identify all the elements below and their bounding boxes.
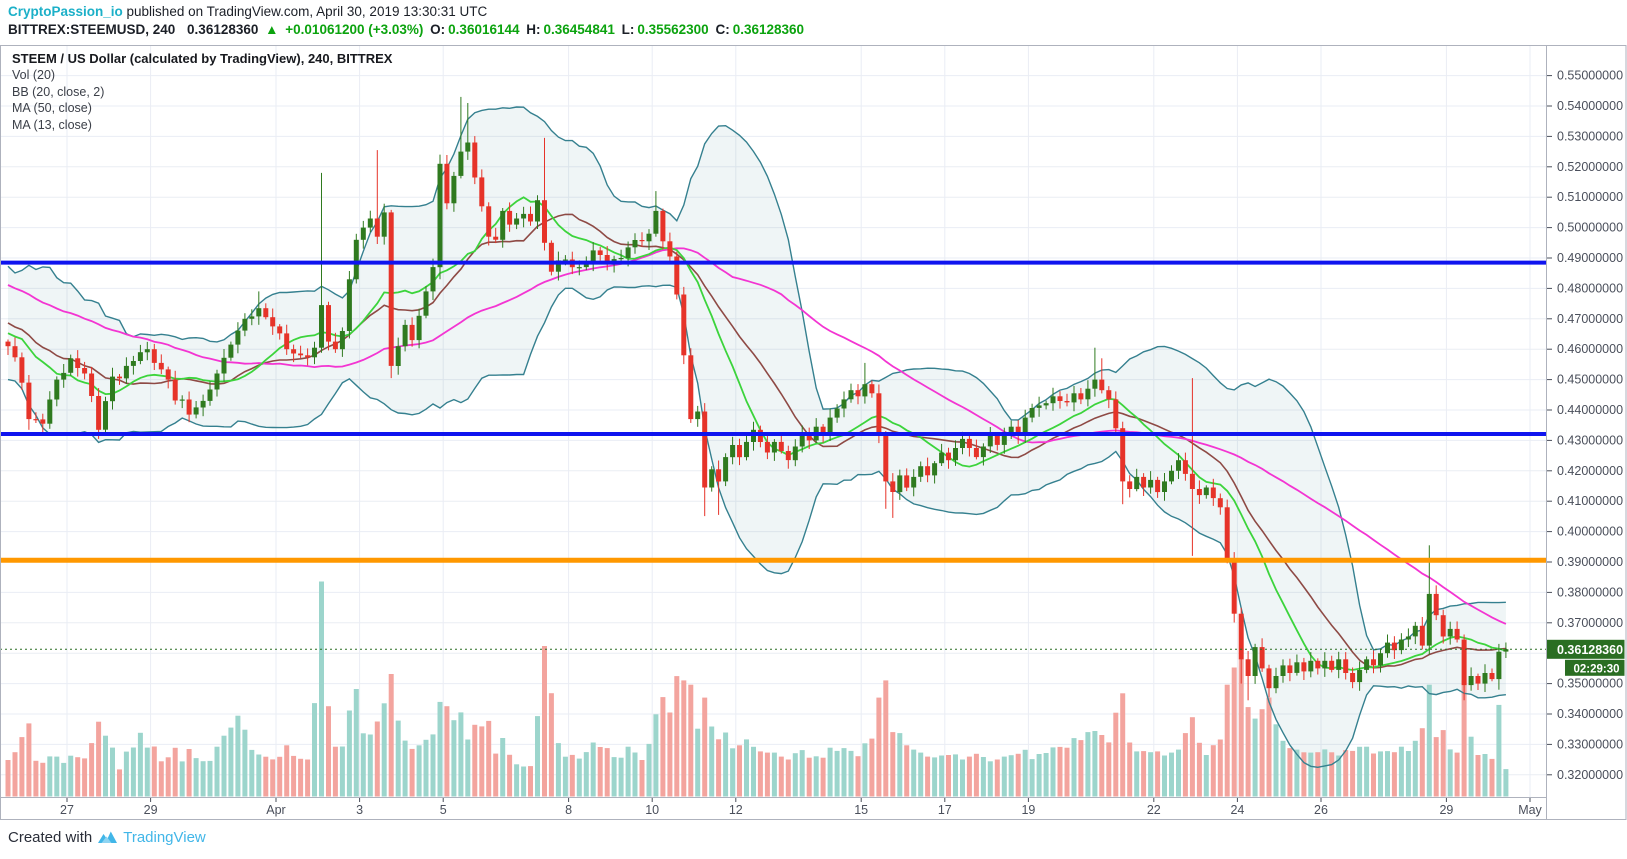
svg-text:22: 22 bbox=[1147, 803, 1161, 817]
svg-text:0.43000000: 0.43000000 bbox=[1557, 433, 1623, 447]
close-label: C: bbox=[715, 22, 730, 37]
publish-header: CryptoPassion_io published on TradingVie… bbox=[8, 3, 487, 21]
svg-text:0.46000000: 0.46000000 bbox=[1557, 342, 1623, 356]
svg-text:May: May bbox=[1518, 803, 1542, 817]
bb-upper-line bbox=[7, 106, 1506, 651]
svg-text:26: 26 bbox=[1314, 803, 1328, 817]
svg-text:15: 15 bbox=[854, 803, 868, 817]
tradingview-brand-link[interactable]: TradingView bbox=[123, 829, 206, 846]
svg-text:0.42000000: 0.42000000 bbox=[1557, 464, 1623, 478]
svg-text:0.51000000: 0.51000000 bbox=[1557, 190, 1623, 204]
open-value: 0.36016144 bbox=[448, 22, 520, 37]
price-change: +0.01061200 (+3.03%) bbox=[285, 22, 424, 37]
svg-text:0.37000000: 0.37000000 bbox=[1557, 616, 1623, 630]
axis-panels bbox=[0, 45, 1627, 820]
symbol-label: BITTREX:STEEMUSD, 240 bbox=[8, 22, 176, 37]
svg-text:17: 17 bbox=[938, 803, 952, 817]
svg-text:0.45000000: 0.45000000 bbox=[1557, 373, 1623, 387]
svg-text:0.54000000: 0.54000000 bbox=[1557, 99, 1623, 113]
open-label: O: bbox=[430, 22, 446, 37]
svg-text:24: 24 bbox=[1230, 803, 1244, 817]
time-axis[interactable]: 27 29 Apr 3 5 8 10 12 15 17 19 22 24 26 29 May bbox=[60, 798, 1543, 817]
ma50-line bbox=[7, 247, 1507, 625]
countdown-badge: 02:29:30 bbox=[1565, 659, 1625, 676]
svg-text:10: 10 bbox=[645, 803, 659, 817]
candles-layer bbox=[5, 96, 1509, 701]
current-price-badge: 0.36128360 bbox=[1547, 639, 1625, 659]
bollinger-band bbox=[8, 107, 1506, 768]
svg-text:0.36128360: 0.36128360 bbox=[1557, 643, 1623, 657]
svg-text:0.41000000: 0.41000000 bbox=[1557, 494, 1623, 508]
close-value: 0.36128360 bbox=[732, 22, 805, 37]
footer: Created with TradingView bbox=[8, 829, 206, 846]
quote-line: BITTREX:STEEMUSD, 240 0.36128360 ▲ +0.01… bbox=[8, 21, 807, 39]
low-label: L: bbox=[621, 22, 635, 37]
svg-text:0.34000000: 0.34000000 bbox=[1557, 707, 1623, 721]
volume-layer bbox=[5, 581, 1509, 797]
ma13-line bbox=[7, 196, 1507, 671]
svg-text:0.53000000: 0.53000000 bbox=[1557, 129, 1623, 143]
svg-text:0.39000000: 0.39000000 bbox=[1557, 555, 1623, 569]
svg-text:0.49000000: 0.49000000 bbox=[1557, 251, 1623, 265]
author-link[interactable]: CryptoPassion_io bbox=[8, 4, 123, 19]
svg-text:3: 3 bbox=[356, 803, 363, 817]
svg-text:0.44000000: 0.44000000 bbox=[1557, 403, 1623, 417]
svg-text:0.33000000: 0.33000000 bbox=[1557, 737, 1623, 751]
svg-text:0.32000000: 0.32000000 bbox=[1557, 768, 1623, 782]
low-value: 0.35562300 bbox=[637, 22, 709, 37]
svg-text:0.48000000: 0.48000000 bbox=[1557, 281, 1623, 295]
svg-text:0.50000000: 0.50000000 bbox=[1557, 221, 1623, 235]
high-value: 0.36454841 bbox=[543, 22, 615, 37]
svg-text:02:29:30: 02:29:30 bbox=[1573, 663, 1619, 675]
svg-text:0.47000000: 0.47000000 bbox=[1557, 312, 1623, 326]
svg-text:0.52000000: 0.52000000 bbox=[1557, 160, 1623, 174]
svg-text:19: 19 bbox=[1021, 803, 1035, 817]
svg-text:29: 29 bbox=[1439, 803, 1453, 817]
svg-text:Apr: Apr bbox=[266, 803, 285, 817]
chart-frame bbox=[0, 45, 1627, 820]
svg-text:0.40000000: 0.40000000 bbox=[1557, 525, 1623, 539]
svg-text:12: 12 bbox=[729, 803, 743, 817]
svg-text:8: 8 bbox=[565, 803, 572, 817]
publish-info: published on TradingView.com, April 30, … bbox=[122, 4, 488, 19]
last-price: 0.36128360 bbox=[187, 22, 259, 37]
bb-basis-line bbox=[7, 213, 1506, 669]
price-axis[interactable]: 0.32000000 0.33000000 0.34000000 0.35000000… bbox=[1547, 69, 1623, 782]
svg-text:5: 5 bbox=[440, 803, 447, 817]
created-with-label: Created with bbox=[8, 829, 93, 846]
svg-text:27: 27 bbox=[60, 803, 74, 817]
tradingview-logo-icon bbox=[98, 831, 118, 843]
svg-text:0.38000000: 0.38000000 bbox=[1557, 585, 1623, 599]
svg-text:0.55000000: 0.55000000 bbox=[1557, 69, 1623, 83]
high-label: H: bbox=[526, 22, 541, 37]
change-arrow-icon: ▲ bbox=[265, 22, 279, 37]
svg-text:29: 29 bbox=[144, 803, 158, 817]
svg-text:0.35000000: 0.35000000 bbox=[1557, 677, 1623, 691]
